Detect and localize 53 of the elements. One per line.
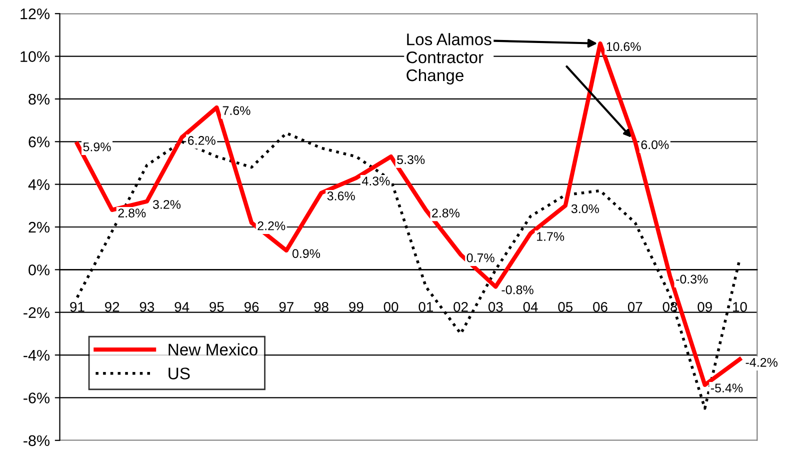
x-tick-label: 98: [314, 302, 328, 312]
data-label: 1.7%: [537, 232, 564, 241]
legend-label: US: [168, 368, 190, 380]
x-tick-label: 92: [105, 302, 120, 312]
data-label: -5.4%: [710, 384, 743, 392]
y-tick-label: -2%: [24, 307, 50, 318]
y-tick-label: 2%: [28, 222, 50, 233]
x-tick-label: 02: [454, 302, 468, 312]
y-tick-label: -4%: [24, 350, 50, 361]
data-label: -0.3%: [676, 274, 708, 284]
x-tick-label: 95: [210, 302, 224, 312]
annotation: Los Alamos Contractor Change: [406, 33, 492, 84]
data-label: 10.6%: [606, 42, 641, 52]
y-tick-label: -8%: [24, 435, 50, 446]
data-label: 3.6%: [327, 192, 355, 200]
data-label: 7.6%: [222, 106, 250, 116]
data-label: 2.8%: [118, 208, 146, 218]
y-tick-label: 8%: [28, 94, 50, 105]
data-label: 6.0%: [641, 140, 669, 150]
x-tick-label: 05: [558, 302, 573, 312]
data-label: 4.3%: [362, 176, 390, 186]
data-label: 3.2%: [152, 200, 181, 209]
y-tick-label: -6%: [24, 392, 50, 404]
data-label: -4.2%: [746, 358, 778, 367]
x-tick-label: 04: [523, 302, 538, 312]
data-label: 3.0%: [571, 204, 599, 214]
x-tick-label: 94: [174, 302, 190, 312]
data-label: 6.2%: [188, 136, 216, 145]
x-tick-label: 93: [140, 302, 154, 312]
legend-label: New Mexico: [168, 343, 258, 356]
x-tick-label: 01: [418, 302, 433, 312]
data-label: 5.9%: [83, 142, 111, 152]
data-label: 0.9%: [292, 249, 320, 258]
x-tick-label: 03: [488, 302, 503, 312]
y-tick-label: 12%: [20, 8, 50, 20]
data-label: -0.8%: [502, 285, 534, 294]
x-tick-label: 96: [244, 302, 259, 312]
x-tick-label: 09: [698, 302, 712, 312]
x-tick-label: 99: [349, 302, 364, 312]
data-label: 5.3%: [397, 155, 425, 164]
y-tick-label: 10%: [20, 51, 50, 62]
y-tick-label: 6%: [28, 136, 50, 148]
data-label: 2.2%: [258, 221, 286, 230]
x-tick-label: 00: [384, 302, 398, 312]
x-tick-label: 97: [279, 302, 294, 312]
data-label: 2.8%: [432, 208, 460, 218]
y-tick-label: 0%: [28, 264, 50, 276]
x-tick-label: 07: [628, 302, 642, 312]
x-tick-label: 06: [593, 302, 608, 312]
y-tick-label: 4%: [28, 179, 50, 190]
x-tick-label: 91: [70, 302, 84, 312]
data-label: 0.7%: [466, 253, 494, 262]
x-tick-label: 10: [733, 302, 747, 312]
